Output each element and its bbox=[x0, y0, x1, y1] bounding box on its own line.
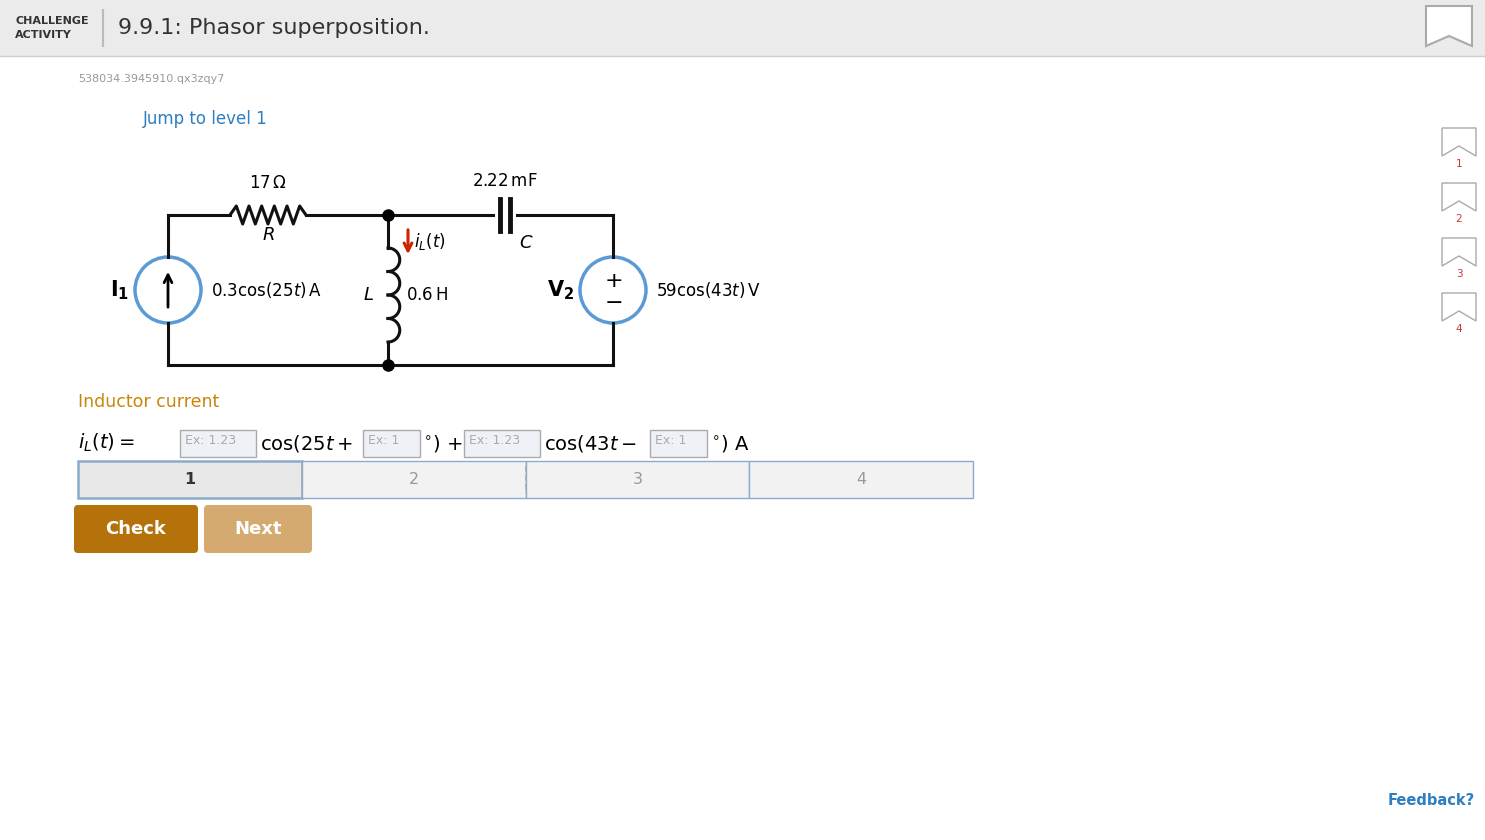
Text: $-$: $-$ bbox=[604, 291, 622, 311]
FancyBboxPatch shape bbox=[74, 505, 198, 553]
Text: 4: 4 bbox=[1455, 324, 1463, 334]
FancyBboxPatch shape bbox=[463, 430, 541, 457]
Polygon shape bbox=[1442, 238, 1476, 266]
Text: Inductor current: Inductor current bbox=[79, 393, 220, 411]
FancyBboxPatch shape bbox=[180, 430, 255, 457]
Polygon shape bbox=[1442, 293, 1476, 321]
FancyBboxPatch shape bbox=[301, 461, 526, 498]
Text: Ex: 1: Ex: 1 bbox=[368, 434, 399, 447]
Text: $R$: $R$ bbox=[261, 226, 275, 244]
Text: $\mathbf{V_2}$: $\mathbf{V_2}$ bbox=[546, 278, 575, 302]
FancyBboxPatch shape bbox=[750, 461, 973, 498]
Text: Check: Check bbox=[105, 520, 166, 538]
Text: $\mathbf{I_1}$: $\mathbf{I_1}$ bbox=[110, 278, 129, 302]
Text: $59\cos(43t)\,\mathrm{V}$: $59\cos(43t)\,\mathrm{V}$ bbox=[656, 280, 760, 300]
Text: Ex: 1.23: Ex: 1.23 bbox=[186, 434, 236, 447]
Text: 2: 2 bbox=[408, 472, 419, 487]
Text: $\cos(43t -$: $\cos(43t -$ bbox=[544, 433, 637, 454]
Text: CHALLENGE: CHALLENGE bbox=[15, 16, 89, 26]
Text: 2: 2 bbox=[1455, 214, 1463, 224]
Text: $^{\circ}$) $+$: $^{\circ}$) $+$ bbox=[423, 433, 462, 454]
Text: $L$: $L$ bbox=[362, 286, 374, 304]
FancyBboxPatch shape bbox=[650, 430, 707, 457]
Text: 3: 3 bbox=[633, 472, 643, 487]
FancyBboxPatch shape bbox=[526, 461, 750, 498]
Text: 538034.3945910.qx3zqy7: 538034.3945910.qx3zqy7 bbox=[79, 74, 224, 84]
Text: $0.3\cos(25t)\,\mathrm{A}$: $0.3\cos(25t)\,\mathrm{A}$ bbox=[211, 280, 322, 300]
FancyBboxPatch shape bbox=[362, 430, 420, 457]
Text: 1: 1 bbox=[184, 472, 196, 487]
Text: Ex: 1.23: Ex: 1.23 bbox=[469, 434, 520, 447]
Text: Feedback?: Feedback? bbox=[1388, 793, 1475, 808]
Text: 3: 3 bbox=[1455, 269, 1463, 279]
Text: 4: 4 bbox=[855, 472, 866, 487]
Text: 9.9.1: Phasor superposition.: 9.9.1: Phasor superposition. bbox=[117, 18, 429, 38]
Text: $i_L(t) =$: $i_L(t) =$ bbox=[79, 432, 135, 454]
Bar bbox=[0, 0, 1485, 56]
Text: $+$: $+$ bbox=[604, 271, 622, 291]
Text: Next: Next bbox=[235, 520, 282, 538]
FancyBboxPatch shape bbox=[79, 461, 301, 498]
FancyBboxPatch shape bbox=[203, 505, 312, 553]
Text: $17\,\Omega$: $17\,\Omega$ bbox=[249, 174, 287, 192]
Text: ACTIVITY: ACTIVITY bbox=[15, 30, 71, 40]
Polygon shape bbox=[1426, 6, 1472, 46]
Text: Jump to level 1: Jump to level 1 bbox=[143, 110, 267, 128]
Polygon shape bbox=[1442, 128, 1476, 156]
Text: $i_L(t)$: $i_L(t)$ bbox=[414, 232, 446, 253]
Text: $0.6\,\mathrm{H}$: $0.6\,\mathrm{H}$ bbox=[405, 286, 447, 304]
Text: Ex: 1: Ex: 1 bbox=[655, 434, 686, 447]
Text: $^{\circ}$) A: $^{\circ}$) A bbox=[711, 433, 750, 454]
Text: $C$: $C$ bbox=[518, 234, 533, 252]
Text: 1: 1 bbox=[1455, 159, 1463, 169]
Text: $2.22\,\mathrm{mF}$: $2.22\,\mathrm{mF}$ bbox=[472, 172, 538, 190]
Text: $\cos(25t +$: $\cos(25t +$ bbox=[260, 433, 353, 454]
Polygon shape bbox=[1442, 183, 1476, 211]
